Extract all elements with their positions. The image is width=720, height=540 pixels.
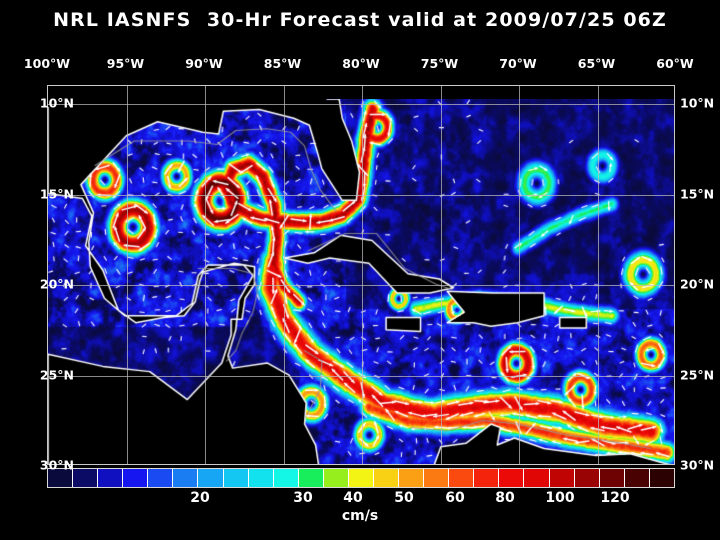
colorbar-swatch-23 bbox=[624, 469, 650, 487]
ocean-speed-raster bbox=[48, 99, 674, 464]
colorbar-swatch-10 bbox=[298, 469, 324, 487]
colorbar-swatch-9 bbox=[273, 469, 299, 487]
gridline-vertical bbox=[597, 86, 599, 464]
lon-tick-label: 70°W bbox=[499, 56, 537, 71]
lon-tick-label: 85°W bbox=[263, 56, 302, 71]
colorbar-swatch-0 bbox=[48, 469, 74, 487]
lat-tick-label-left: 20°N bbox=[39, 276, 74, 292]
colorbar-tick-label: 30 bbox=[293, 490, 313, 506]
lon-tick-label: 95°W bbox=[106, 56, 145, 71]
colorbar-tick-label: 20 bbox=[190, 490, 210, 506]
colorbar-swatch-5 bbox=[173, 469, 199, 487]
colorbar-tick-label: 100 bbox=[545, 490, 575, 506]
lat-tick-label-right: 15°N bbox=[680, 186, 715, 202]
colorbar-tick-label: 80 bbox=[495, 490, 515, 506]
colorbar-swatch-8 bbox=[248, 469, 274, 487]
colorbar-swatch-22 bbox=[599, 469, 625, 487]
lon-tick-label: 100°W bbox=[23, 56, 71, 71]
colorbar-swatch-18 bbox=[499, 469, 525, 487]
gridline-vertical bbox=[126, 86, 128, 464]
gridline-vertical bbox=[205, 86, 206, 464]
gridline-horizontal bbox=[48, 194, 674, 196]
colorbar-swatch-13 bbox=[374, 469, 400, 487]
colorbar-swatch-24 bbox=[649, 469, 674, 487]
lat-tick-label-right: 10°N bbox=[680, 95, 715, 111]
lon-tick-label: 80°W bbox=[342, 56, 380, 71]
colorbar-swatch-11 bbox=[323, 469, 349, 487]
colorbar bbox=[47, 468, 675, 488]
lat-tick-label-left: 30°N bbox=[39, 457, 74, 473]
colorbar-swatch-4 bbox=[148, 469, 174, 487]
gridline-vertical bbox=[362, 86, 363, 464]
colorbar-swatch-3 bbox=[123, 469, 149, 487]
lat-tick-label-right: 20°N bbox=[680, 276, 715, 292]
colorbar-swatch-7 bbox=[223, 469, 249, 487]
map-inner: Surface Current 50 cm/s bbox=[48, 86, 674, 464]
colorbar-swatch-16 bbox=[449, 469, 475, 487]
gridline-horizontal bbox=[48, 104, 674, 106]
colorbar-swatch-6 bbox=[198, 469, 224, 487]
lat-tick-label-left: 25°N bbox=[39, 367, 74, 383]
map-panel: Surface Current 50 cm/s bbox=[47, 85, 675, 465]
lat-tick-label-left: 10°N bbox=[39, 95, 74, 111]
gridline-horizontal bbox=[48, 285, 674, 287]
colorbar-unit-label: cm/s bbox=[341, 508, 379, 524]
gridline-horizontal bbox=[48, 375, 674, 377]
gridline-vertical bbox=[440, 86, 442, 464]
colorbar-tick-label: 40 bbox=[343, 490, 363, 506]
lon-tick-label: 65°W bbox=[577, 56, 616, 71]
gridline-vertical bbox=[283, 86, 285, 464]
colorbar-tick-label: 120 bbox=[600, 490, 630, 506]
current-speed-field bbox=[48, 99, 674, 464]
colorbar-tick-label: 60 bbox=[445, 490, 465, 506]
colorbar-swatch-12 bbox=[348, 469, 375, 487]
lon-tick-label: 60°W bbox=[656, 56, 694, 71]
colorbar-swatch-21 bbox=[574, 469, 600, 487]
lon-tick-label: 90°W bbox=[185, 56, 223, 71]
colorbar-swatch-17 bbox=[474, 469, 500, 487]
colorbar-swatch-1 bbox=[73, 469, 99, 487]
colorbar-swatch-2 bbox=[98, 469, 124, 487]
lat-tick-label-right: 30°N bbox=[680, 457, 715, 473]
lat-tick-label-left: 15°N bbox=[39, 186, 74, 202]
lat-tick-label-right: 25°N bbox=[680, 367, 715, 383]
colorbar-swatch-20 bbox=[549, 469, 575, 487]
colorbar-swatch-14 bbox=[399, 469, 425, 487]
figure-title: NRL IASNFS 30-Hr Forecast valid at 2009/… bbox=[53, 9, 667, 31]
colorbar-swatch-15 bbox=[424, 469, 450, 487]
colorbar-tick-label: 50 bbox=[394, 490, 414, 506]
gridline-vertical bbox=[519, 86, 520, 464]
colorbar-swatch-19 bbox=[524, 469, 550, 487]
lon-tick-label: 75°W bbox=[420, 56, 459, 71]
